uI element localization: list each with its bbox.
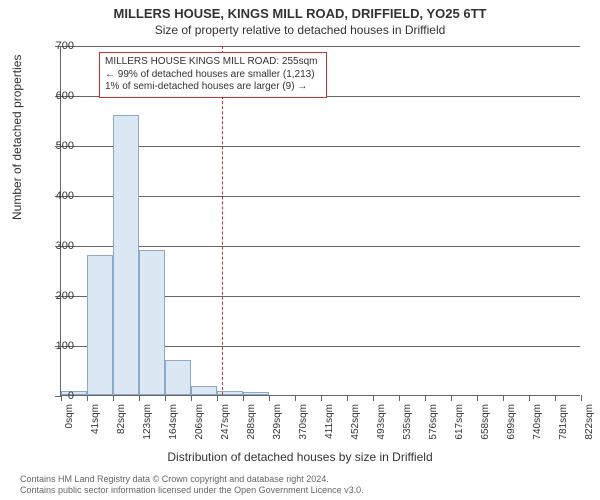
x-tick [243, 395, 244, 401]
x-tick [165, 395, 166, 401]
footer-line2: Contains public sector information licen… [20, 485, 364, 496]
x-tick [87, 395, 88, 401]
x-tick-label: 535sqm [402, 404, 413, 440]
x-tick [113, 395, 114, 401]
footer-attribution: Contains HM Land Registry data © Crown c… [20, 474, 364, 496]
x-tick-label: 576sqm [428, 404, 439, 440]
bar [217, 391, 243, 395]
y-tick-label: 0 [44, 390, 74, 402]
annotation-line: MILLERS HOUSE KINGS MILL ROAD: 255sqm [105, 56, 321, 69]
bar [243, 392, 269, 395]
y-tick-label: 500 [44, 140, 74, 152]
x-tick-label: 493sqm [376, 404, 387, 440]
x-tick [503, 395, 504, 401]
bar [113, 115, 139, 395]
x-tick-label: 452sqm [350, 404, 361, 440]
x-tick [373, 395, 374, 401]
y-tick-label: 100 [44, 340, 74, 352]
x-tick-label: 247sqm [220, 404, 231, 440]
y-tick-label: 200 [44, 290, 74, 302]
x-tick [217, 395, 218, 401]
y-tick-label: 700 [44, 40, 74, 52]
x-tick-label: 699sqm [506, 404, 517, 440]
x-tick [191, 395, 192, 401]
x-tick-label: 288sqm [246, 404, 257, 440]
annotation-box: MILLERS HOUSE KINGS MILL ROAD: 255sqm← 9… [99, 52, 327, 98]
plot-area: MILLERS HOUSE KINGS MILL ROAD: 255sqm← 9… [60, 46, 580, 396]
annotation-line: 1% of semi-detached houses are larger (9… [105, 81, 321, 94]
x-tick-label: 206sqm [194, 404, 205, 440]
x-tick [451, 395, 452, 401]
annotation-line: ← 99% of detached houses are smaller (1,… [105, 69, 321, 82]
x-tick [347, 395, 348, 401]
x-tick [425, 395, 426, 401]
x-tick [295, 395, 296, 401]
bar [191, 386, 217, 395]
chart-title-sub: Size of property relative to detached ho… [0, 21, 600, 41]
x-tick [321, 395, 322, 401]
bar [139, 250, 165, 395]
x-tick [529, 395, 530, 401]
x-tick-label: 41sqm [90, 404, 101, 434]
x-tick-label: 411sqm [324, 404, 335, 439]
x-tick [269, 395, 270, 401]
x-tick-label: 822sqm [584, 404, 595, 440]
y-tick-label: 600 [44, 90, 74, 102]
x-tick-label: 370sqm [298, 404, 309, 440]
x-tick-label: 781sqm [558, 404, 569, 440]
x-tick-label: 740sqm [532, 404, 543, 440]
y-axis-title: Number of detached properties [10, 55, 24, 220]
marker-line [222, 46, 223, 395]
x-tick [139, 395, 140, 401]
x-tick [555, 395, 556, 401]
x-tick [399, 395, 400, 401]
grid-line [61, 46, 580, 47]
chart-container: MILLERS HOUSE, KINGS MILL ROAD, DRIFFIEL… [0, 0, 600, 500]
y-tick-label: 300 [44, 240, 74, 252]
footer-line1: Contains HM Land Registry data © Crown c… [20, 474, 364, 485]
x-tick-label: 164sqm [168, 404, 179, 440]
x-axis-title: Distribution of detached houses by size … [0, 450, 600, 464]
x-tick [477, 395, 478, 401]
x-tick-label: 123sqm [142, 404, 153, 440]
x-tick [581, 395, 582, 401]
chart-title-main: MILLERS HOUSE, KINGS MILL ROAD, DRIFFIEL… [0, 0, 600, 21]
x-tick-label: 617sqm [454, 404, 465, 440]
x-tick-label: 658sqm [480, 404, 491, 440]
x-tick-label: 0sqm [64, 404, 75, 428]
x-tick-label: 329sqm [272, 404, 283, 440]
bar [165, 360, 191, 395]
y-tick-label: 400 [44, 190, 74, 202]
bar [87, 255, 113, 395]
x-tick-label: 82sqm [116, 404, 127, 434]
